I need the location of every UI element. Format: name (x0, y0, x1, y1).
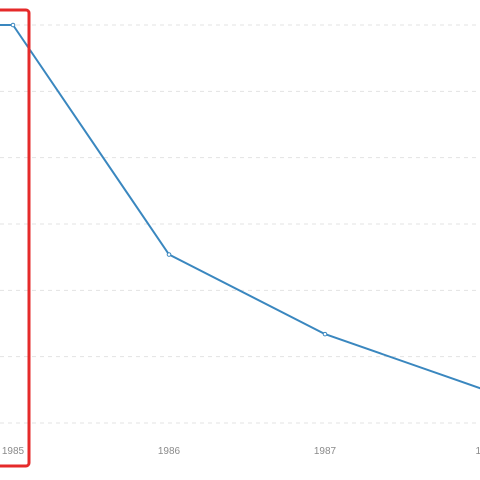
series-line (0, 24, 480, 390)
x-axis-ticks: 1985 1986 1987 19 (2, 446, 480, 457)
x-tick-label: 19 (475, 446, 480, 457)
data-point (10, 22, 16, 28)
highlight-box-1985 (0, 8, 31, 468)
x-tick-label: 1987 (314, 446, 337, 457)
data-points (10, 22, 328, 337)
x-tick-label: 1986 (158, 446, 181, 457)
data-point (322, 331, 328, 337)
data-point (166, 252, 172, 257)
x-tick-label: 1985 (2, 446, 25, 457)
